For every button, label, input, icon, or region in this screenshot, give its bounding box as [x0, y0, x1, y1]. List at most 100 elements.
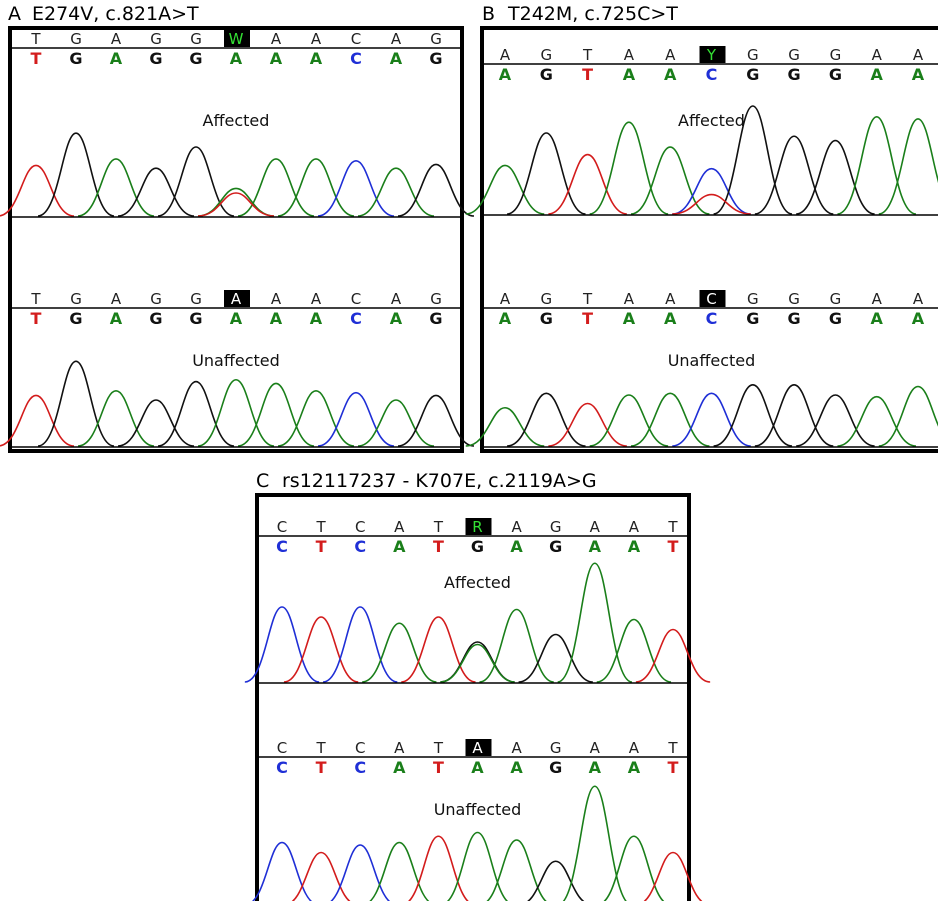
sequence-base: T [433, 739, 444, 757]
called-base: A [393, 758, 406, 777]
trace-peak [237, 158, 315, 217]
sequence-base: T [316, 739, 327, 757]
sequence-base: A [394, 739, 405, 757]
trace-peak [77, 389, 155, 447]
called-base: A [110, 309, 123, 328]
sequence-base: C [277, 739, 287, 757]
trace-peak [672, 167, 751, 215]
called-base: C [706, 309, 718, 328]
called-base: G [149, 49, 162, 68]
called-base: A [230, 49, 243, 68]
trace-peak [837, 115, 917, 215]
trace-peak [796, 394, 875, 447]
called-base: A [390, 309, 403, 328]
trace-peak [283, 616, 359, 683]
called-base: C [706, 65, 718, 84]
status-label: Unaffected [668, 351, 756, 370]
panel-c-title: rs12117237 - K707E, c.2119A>G [282, 470, 597, 492]
called-base: G [540, 65, 553, 84]
sequence-base: G [70, 290, 82, 308]
sequence-base: R [472, 518, 482, 536]
called-base: A [589, 758, 602, 777]
trace-peak [486, 839, 548, 901]
trace-peak [518, 633, 593, 683]
called-base: T [316, 758, 327, 777]
trace-peak [37, 360, 115, 447]
panel-c-frame [255, 493, 691, 901]
sequence-base: A [913, 46, 924, 64]
called-base: C [276, 537, 288, 556]
trace-peak [117, 399, 195, 447]
called-base: C [354, 758, 366, 777]
sequence-base: A [394, 518, 405, 536]
sequence-base: G [430, 30, 442, 48]
variant-highlight-box [465, 518, 492, 535]
sequence-base: T [667, 739, 678, 757]
called-base: A [270, 49, 283, 68]
trace-peak [397, 163, 475, 217]
called-base: G [829, 65, 842, 84]
trace-peak [589, 121, 669, 215]
called-base: A [393, 537, 406, 556]
called-base: A [310, 309, 323, 328]
sequence-base: A [624, 46, 635, 64]
secondary-trace-peak [672, 193, 751, 215]
sequence-base: G [747, 46, 759, 64]
called-base: G [746, 65, 759, 84]
called-base: G [829, 309, 842, 328]
sequence-base: A [111, 30, 122, 48]
called-base: T [668, 758, 679, 777]
called-base: A [664, 65, 677, 84]
called-base: G [549, 537, 562, 556]
trace-peak [562, 785, 628, 901]
called-base: G [429, 309, 442, 328]
trace-peak [754, 383, 834, 447]
sequence-base: A [624, 290, 635, 308]
sequence-base: A [872, 290, 883, 308]
status-label: Unaffected [434, 800, 522, 819]
sequence-base: G [830, 46, 842, 64]
trace-peak [197, 378, 275, 447]
variant-highlight-box [224, 290, 250, 307]
trace-peak [0, 394, 75, 447]
called-base: A [510, 758, 523, 777]
called-base: A [623, 309, 636, 328]
sequence-base: T [433, 518, 444, 536]
called-base: T [31, 49, 42, 68]
panel-b-frame [480, 26, 938, 453]
sequence-base: G [190, 290, 202, 308]
called-base: A [623, 65, 636, 84]
sequence-base: C [706, 290, 716, 308]
called-base: G [788, 65, 801, 84]
called-base: G [471, 537, 484, 556]
sequence-base: A [500, 46, 511, 64]
sequence-base: A [665, 290, 676, 308]
called-base: T [668, 537, 679, 556]
sequence-base: G [550, 518, 562, 536]
secondary-trace-peak [440, 643, 515, 683]
trace-peak [157, 146, 235, 217]
panel-b-letter: B [482, 3, 495, 25]
panel-a-letter: A [8, 3, 21, 25]
sequence-base: C [355, 739, 365, 757]
trace-peak [635, 628, 711, 683]
called-base: G [549, 758, 562, 777]
status-label: Affected [203, 111, 270, 130]
sequence-base: T [30, 290, 41, 308]
trace-peak [713, 105, 793, 215]
panel-c-letter: C [256, 470, 269, 492]
trace-peak [277, 158, 355, 217]
sequence-base: A [311, 30, 322, 48]
sequence-base: G [540, 290, 552, 308]
trace-peak [465, 406, 545, 447]
status-label: Unaffected [192, 351, 280, 370]
secondary-trace-peak [197, 192, 275, 217]
trace-peak [401, 616, 476, 683]
trace-peak [548, 402, 627, 447]
trace-peak [795, 139, 875, 215]
called-base: A [110, 49, 123, 68]
trace-peak [357, 167, 435, 217]
sequence-base: G [788, 46, 800, 64]
